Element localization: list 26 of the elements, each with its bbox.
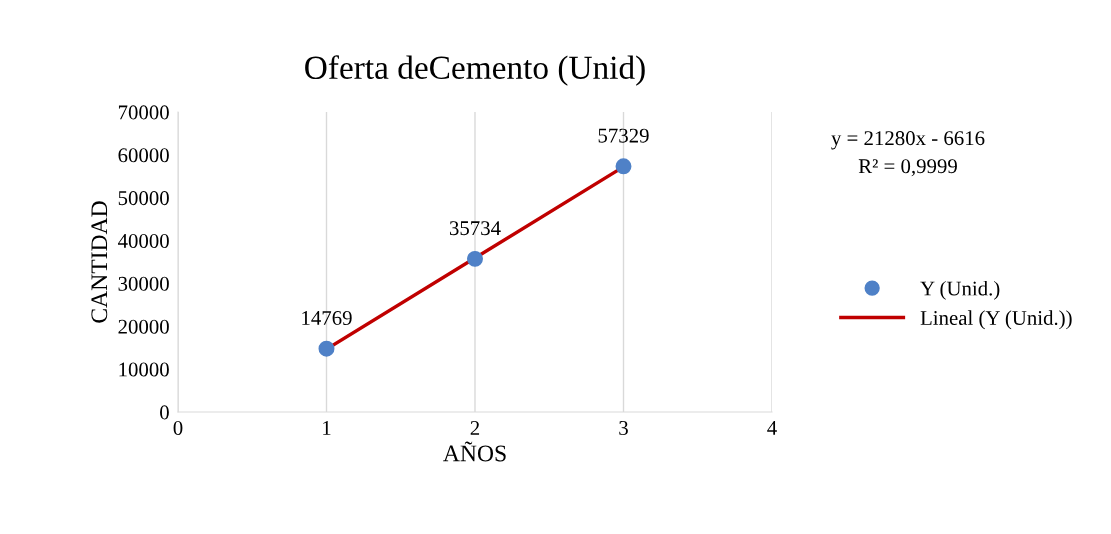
chart-title: Oferta deCemento (Unid) bbox=[305, 55, 645, 86]
y-tick-label: 20000 bbox=[118, 319, 169, 334]
y-axis-title: CANTIDAD bbox=[91, 201, 108, 323]
data-label: 57329 bbox=[598, 128, 649, 143]
text: R² = 0,9999 bbox=[858, 159, 957, 177]
point bbox=[318, 340, 335, 357]
x-tick-label: 2 bbox=[470, 420, 480, 435]
x-axis-title: AÑOS bbox=[443, 441, 506, 462]
y-tick-label: 10000 bbox=[119, 362, 169, 377]
y-tick-label: 40000 bbox=[117, 233, 169, 248]
y-tick-label: 70000 bbox=[118, 105, 169, 120]
y-tick-label: 0 bbox=[160, 405, 169, 420]
point bbox=[467, 250, 483, 267]
y-tick-label: 60000 bbox=[118, 148, 169, 163]
data-label: 35734 bbox=[449, 221, 501, 236]
text: y = 21280x - 6616 bbox=[831, 131, 985, 150]
x-tick-label: 3 bbox=[619, 420, 628, 435]
legend-label: Lineal (Y (Unid.)) bbox=[920, 310, 1072, 330]
data-label: 14769 bbox=[302, 311, 352, 326]
x-tick-label: 1 bbox=[323, 421, 331, 435]
x-tick-label: 4 bbox=[767, 421, 777, 435]
y-tick-label: 50000 bbox=[118, 191, 169, 206]
point bbox=[615, 158, 632, 175]
y-tick-label: 30000 bbox=[118, 276, 169, 291]
legend-label: Y (Unid.) bbox=[920, 280, 1000, 300]
x-tick-label: 0 bbox=[173, 420, 183, 435]
